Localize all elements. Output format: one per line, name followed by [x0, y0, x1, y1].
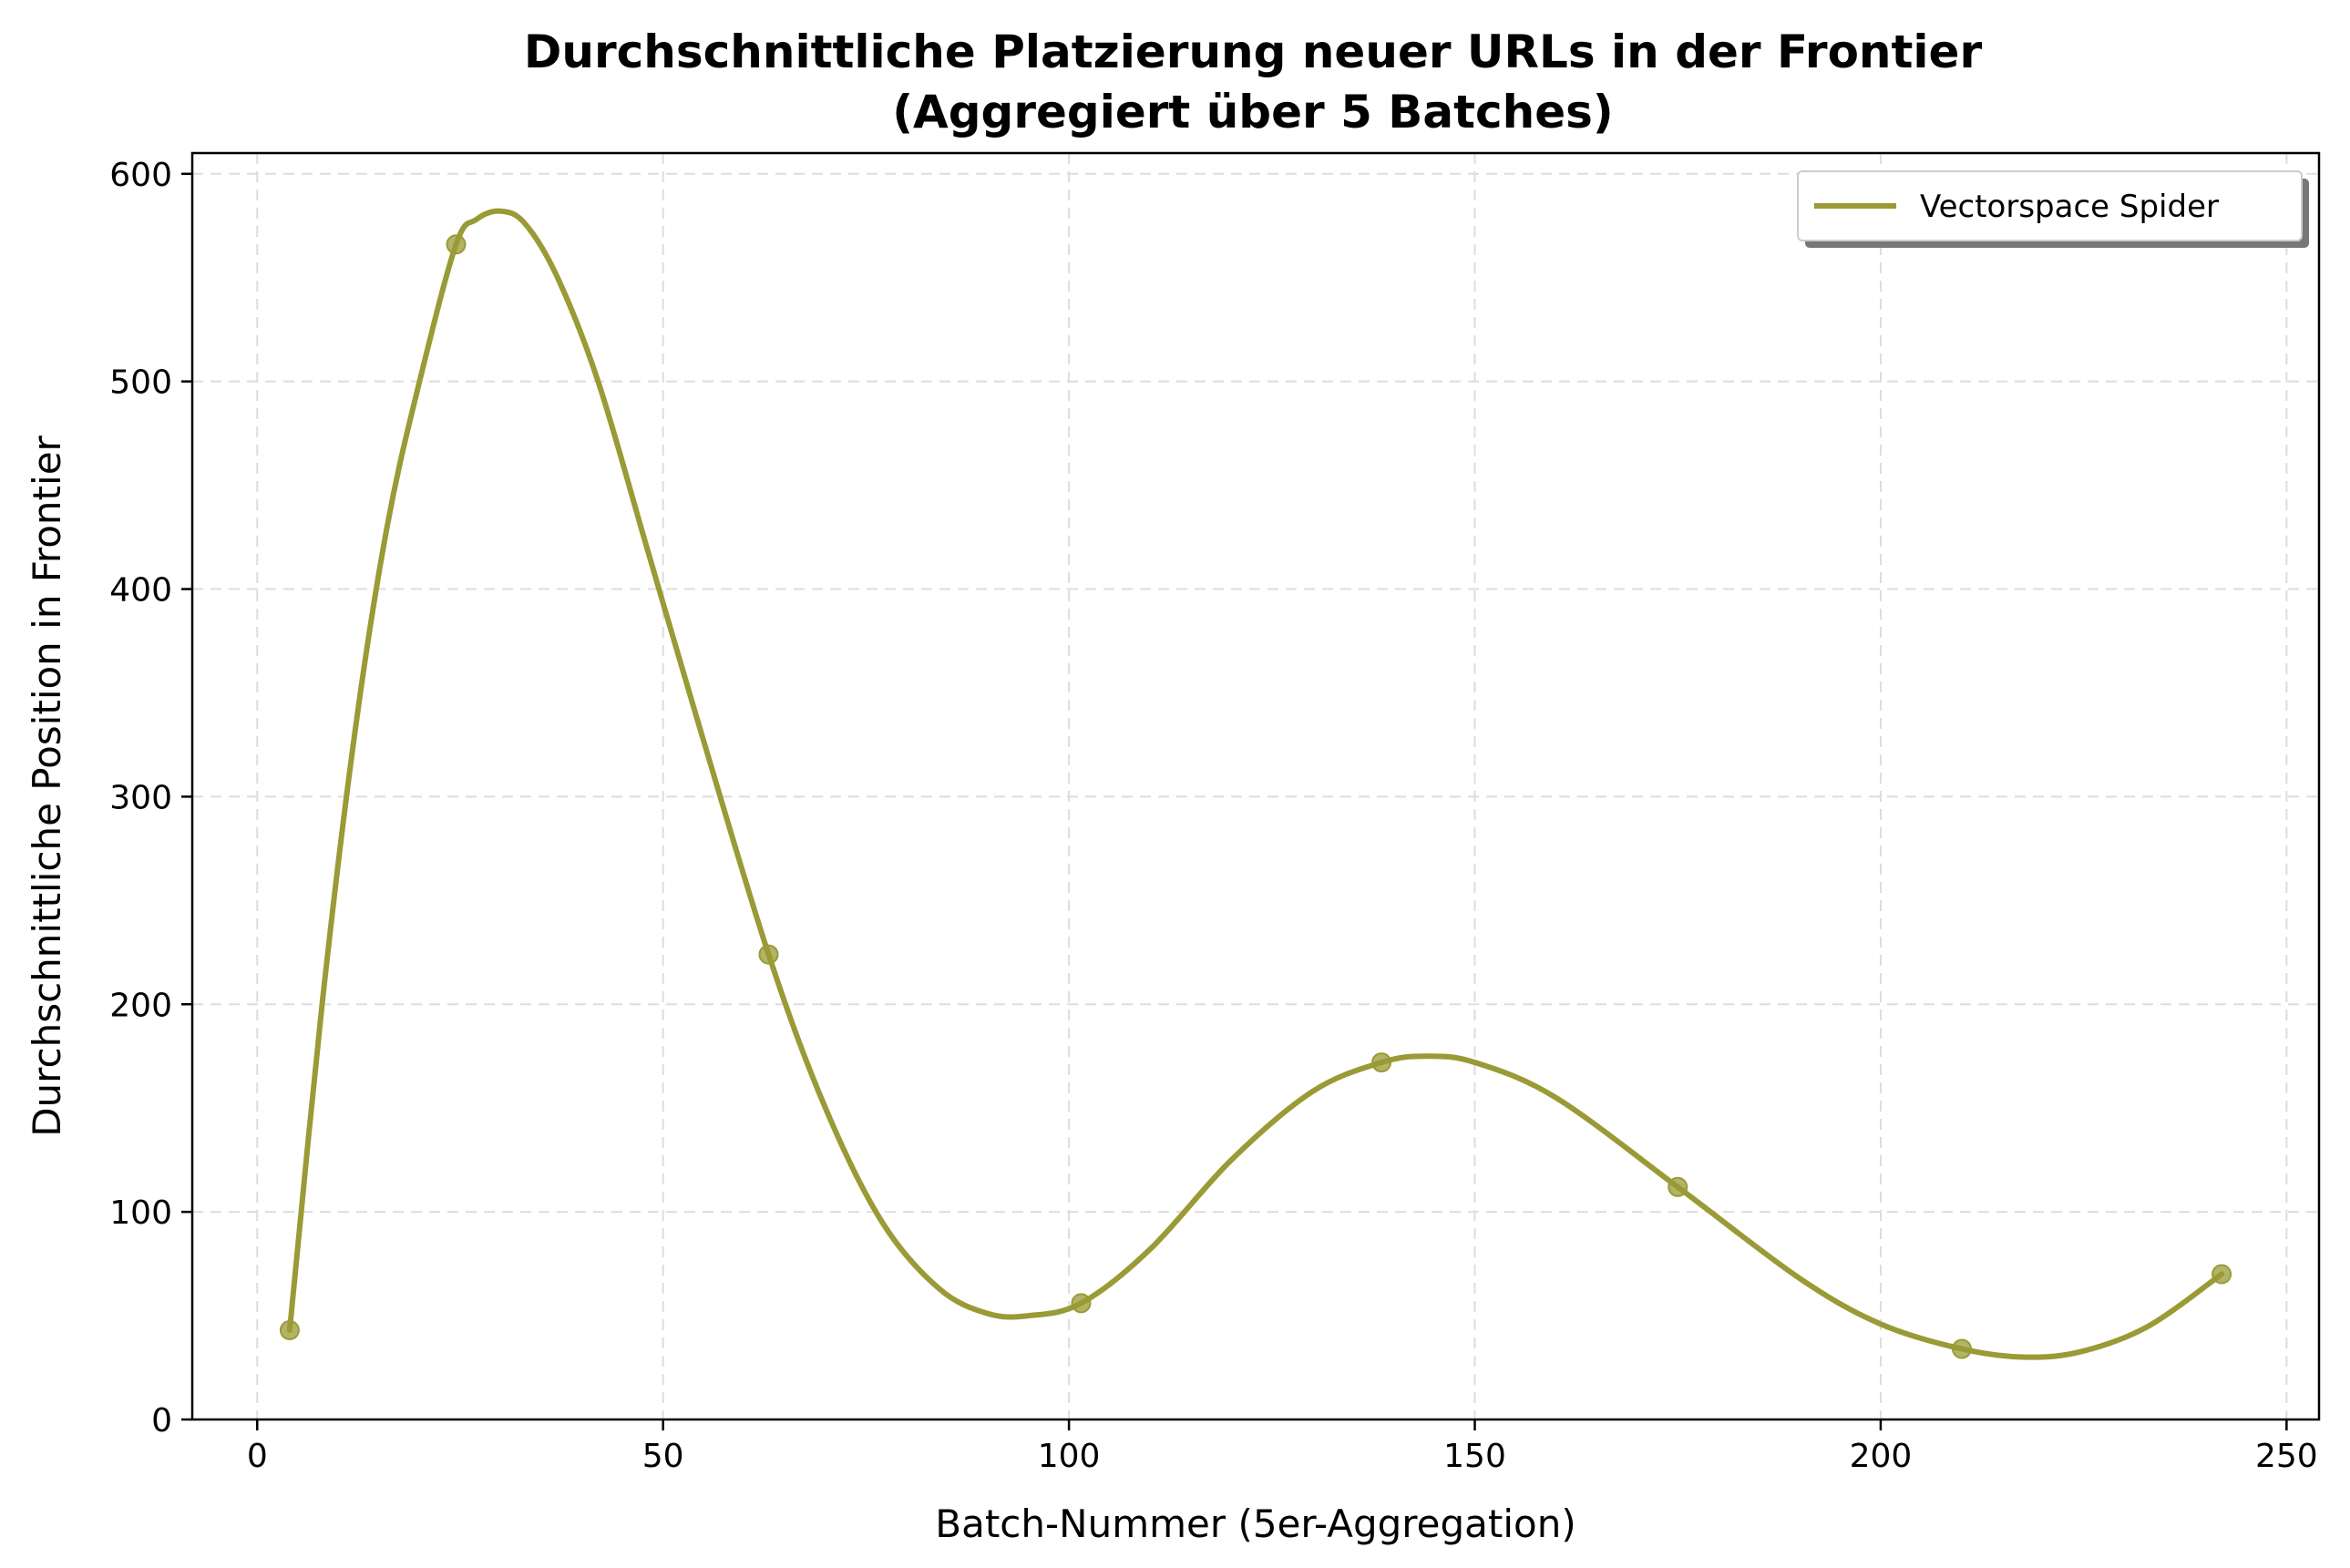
- data-point-3: [1071, 1293, 1092, 1314]
- data-point-4: [1371, 1052, 1392, 1073]
- x-tick-label-200: 200: [1850, 1438, 1913, 1475]
- series-line-0: [286, 208, 2225, 1360]
- x-tick-label-250: 250: [2255, 1438, 2318, 1475]
- legend: Vectorspace Spider: [1797, 170, 2309, 248]
- data-point-7: [2211, 1264, 2232, 1285]
- y-tick-label-100: 100: [109, 1194, 172, 1232]
- data-point-0: [279, 1320, 300, 1341]
- x-tick-label-50: 50: [642, 1438, 684, 1475]
- plot-area-frame: [190, 151, 2321, 1421]
- x-axis-label: Batch-Nummer (5er-Aggregation): [935, 1501, 1575, 1546]
- y-tick-label-300: 300: [109, 779, 172, 816]
- series-layer: [279, 208, 2232, 1360]
- chart-title-line1: Durchschnittliche Platzierung neuer URLs…: [524, 26, 1983, 78]
- data-point-2: [758, 944, 779, 965]
- x-tick-label-0: 0: [247, 1438, 268, 1475]
- data-point-5: [1668, 1176, 1688, 1197]
- y-tick-label-400: 400: [109, 572, 172, 610]
- y-tick-label-600: 600: [109, 157, 172, 194]
- y-axis-label: Durchschnittliche Position in Frontier: [25, 435, 69, 1136]
- data-point-1: [446, 234, 467, 255]
- data-point-6: [1952, 1338, 1973, 1359]
- x-tick-label-150: 150: [1443, 1438, 1506, 1475]
- y-tick-label-500: 500: [109, 364, 172, 402]
- x-tick-label-100: 100: [1038, 1438, 1101, 1475]
- chart-title-line2: (Aggregiert über 5 Batches): [892, 86, 1614, 138]
- legend-box: [1797, 170, 2303, 241]
- axis-ticks: 0 50 100 150 200 250 0 100 200 300 400 500 600: [109, 157, 2317, 1475]
- y-tick-label-0: 0: [151, 1402, 172, 1440]
- legend-label-vectorspace-spider: Vectorspace Spider: [1920, 189, 2219, 225]
- y-tick-label-200: 200: [109, 987, 172, 1024]
